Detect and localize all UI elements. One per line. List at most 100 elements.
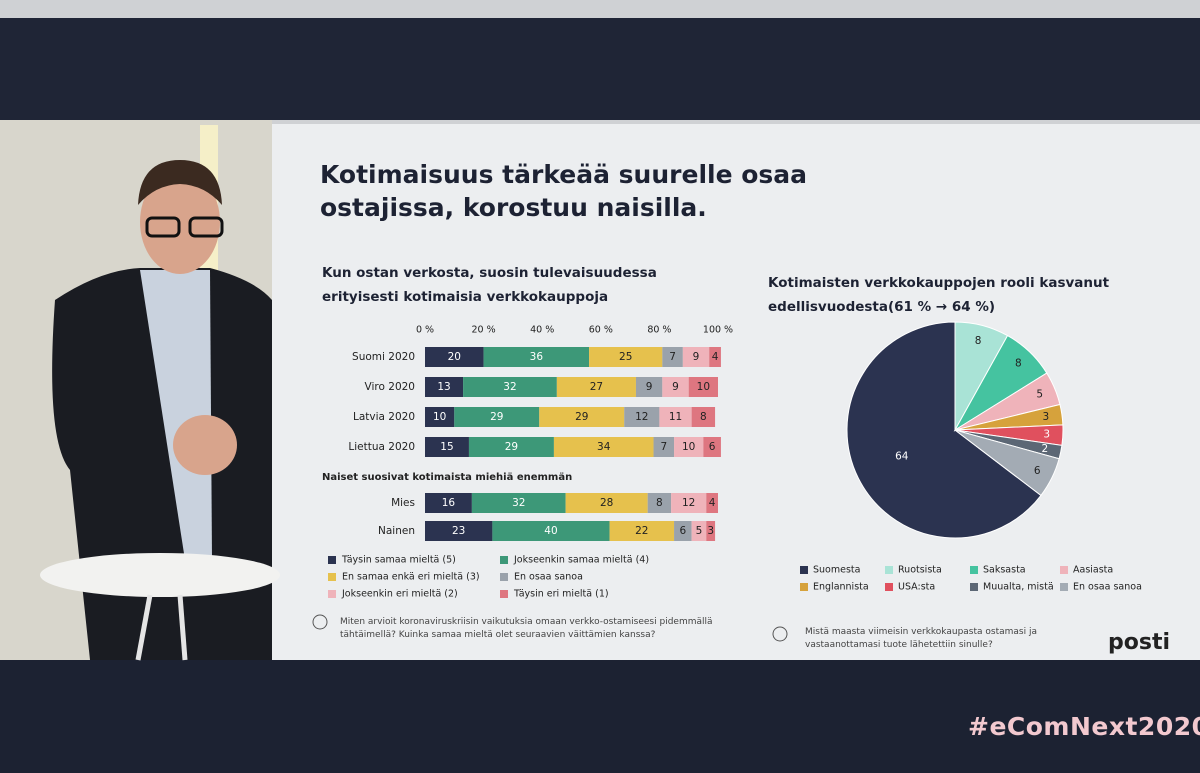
legend-swatch (885, 566, 893, 574)
data-label: 3 (1043, 411, 1050, 423)
bar-segment (674, 521, 692, 541)
x-tick-label: 20 % (472, 325, 496, 336)
data-label: 15 (440, 441, 453, 453)
data-label: 8 (1015, 358, 1022, 370)
x-tick-label: 100 % (703, 325, 733, 336)
question-icon (772, 626, 788, 642)
bar-segment (471, 493, 566, 513)
bar-segment (609, 521, 675, 541)
bar-segment (674, 437, 704, 457)
x-tick-label: 80 % (647, 325, 671, 336)
presenter-hands (173, 415, 237, 475)
glasses (145, 216, 181, 238)
legend-label: Täysin eri mieltä (1) (513, 589, 609, 600)
bar-segment (556, 377, 636, 397)
x-tick-label: 60 % (589, 325, 613, 336)
data-label: 9 (646, 381, 653, 393)
legend-label: Muualta, mistä (983, 582, 1054, 593)
data-label: 11 (669, 411, 682, 423)
legend-label: En osaa sanoa (514, 572, 583, 583)
table-leg (135, 594, 153, 661)
category-label: Nainen (378, 525, 415, 537)
legend-swatch (800, 566, 808, 574)
legend-label: Ruotsista (898, 565, 942, 576)
bar-segment (662, 377, 689, 397)
bar-segment (589, 347, 663, 367)
data-label: 4 (712, 351, 719, 363)
legend-label: Aasiasta (1073, 565, 1113, 576)
data-label: 6 (679, 525, 686, 537)
data-label: 29 (505, 441, 518, 453)
bar-segment (706, 493, 718, 513)
legend-label: En osaa sanoa (1073, 582, 1142, 593)
bar-segment (703, 437, 721, 457)
data-label: 3 (707, 525, 714, 537)
data-label: 7 (669, 351, 676, 363)
legend-swatch (500, 573, 508, 581)
data-label: 32 (503, 381, 516, 393)
bar-segment (565, 493, 648, 513)
pie-slice (954, 429, 1060, 497)
data-label: 5 (696, 525, 703, 537)
footnote: Mistä maasta viimeisin verkkokaupasta os… (805, 627, 1037, 650)
data-label: 22 (635, 525, 648, 537)
bar-segment (425, 347, 484, 367)
data-label: 12 (682, 497, 695, 509)
category-label: Viro 2020 (365, 381, 415, 393)
legend-label: Jokseenkin samaa mieltä (4) (513, 555, 649, 566)
bar-segment (691, 407, 716, 427)
table (40, 553, 280, 597)
data-label: 6 (1034, 465, 1041, 477)
legend-label: Saksasta (983, 565, 1026, 576)
data-label: 7 (660, 441, 667, 453)
data-label: 8 (656, 497, 663, 509)
legend-swatch (970, 583, 978, 591)
data-label: 5 (1036, 389, 1043, 401)
bar-segment (425, 377, 464, 397)
data-label: 20 (448, 351, 461, 363)
bar-segment (647, 493, 672, 513)
presenter-shirt (140, 270, 212, 560)
bar-segment (662, 347, 683, 367)
bar-segment (653, 437, 675, 457)
data-label: 13 (437, 381, 450, 393)
bar-segment (624, 407, 660, 427)
data-label: 16 (442, 497, 456, 509)
data-label: 12 (635, 411, 648, 423)
data-label: 64 (895, 450, 909, 462)
category-label: Mies (391, 497, 415, 509)
legend-swatch (885, 583, 893, 591)
data-label: 10 (697, 381, 710, 393)
bar-segment (706, 521, 716, 541)
question-icon (312, 614, 328, 630)
legend-label: Jokseenkin eri mieltä (2) (341, 589, 458, 600)
x-tick-label: 0 % (416, 325, 434, 336)
legend-swatch (328, 590, 336, 598)
table-leg (177, 594, 188, 661)
category-label: Latvia 2020 (353, 411, 415, 423)
data-label: 28 (600, 497, 613, 509)
data-label: 4 (709, 497, 716, 509)
bar-segment (539, 407, 625, 427)
data-label: 34 (597, 441, 611, 453)
bar-segment (463, 377, 557, 397)
bar-segment (635, 377, 663, 397)
bar-segment (682, 347, 710, 367)
legend-swatch (328, 573, 336, 581)
legend-label: En samaa enkä eri mieltä (3) (342, 572, 480, 583)
legend-label: USA:sta (898, 582, 935, 593)
bar-segment (483, 347, 590, 367)
x-tick-label: 40 % (530, 325, 554, 336)
annotation: Naiset suosivat kotimaista miehiä enemmä… (322, 472, 572, 483)
hashtag: #eComNext2020 (968, 712, 1200, 741)
category-label: Suomi 2020 (352, 351, 415, 363)
data-label: 2 (1042, 443, 1049, 455)
logo: posti (1108, 630, 1171, 655)
footnote: Miten arvioit koronaviruskriisin vaikutu… (340, 617, 713, 640)
bar-segment (425, 437, 469, 457)
bar-segment (691, 521, 707, 541)
pie-slice (846, 321, 1042, 539)
